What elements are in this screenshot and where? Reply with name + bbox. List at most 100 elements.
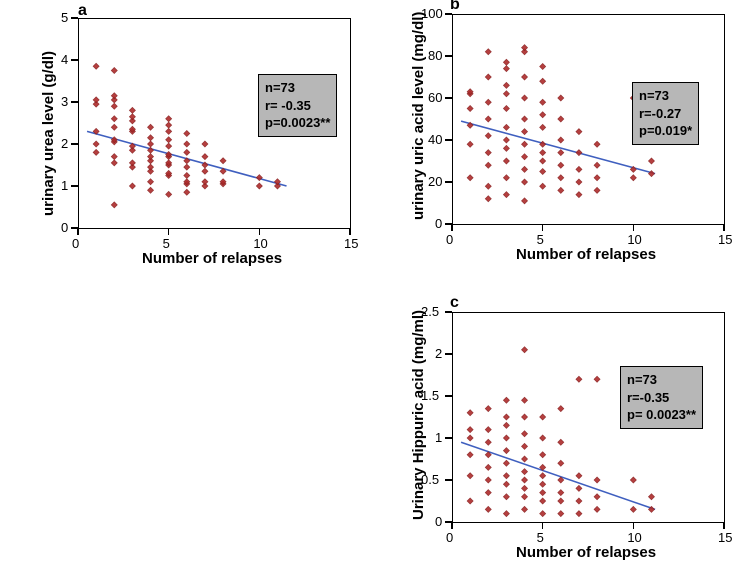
ytick-label: 40 (428, 132, 442, 147)
ytick-label: 20 (428, 174, 442, 189)
ytick-label: 1.5 (421, 388, 439, 403)
xtick (168, 228, 170, 235)
ytick-label: 1 (435, 430, 442, 445)
data-point (503, 435, 509, 441)
data-point (522, 477, 528, 483)
data-point (467, 452, 473, 458)
xtick-label: 0 (72, 236, 79, 251)
data-point (485, 477, 491, 483)
data-point (540, 498, 546, 504)
data-point (485, 490, 491, 496)
data-point (522, 397, 528, 403)
ytick (71, 227, 78, 229)
data-point (576, 473, 582, 479)
data-point (485, 506, 491, 512)
ytick-label: 1 (61, 178, 68, 193)
data-point (485, 464, 491, 470)
xtick-label: 10 (627, 530, 641, 545)
ytick (445, 311, 452, 313)
xlabel-c: Number of relapses (516, 544, 656, 561)
xtick (723, 224, 725, 231)
xtick-label: 10 (253, 236, 267, 251)
ytick (445, 13, 452, 15)
ytick (71, 101, 78, 103)
stats-line: r=-0.35 (627, 389, 696, 407)
ytick-label: 0 (435, 514, 442, 529)
ytick (445, 479, 452, 481)
data-point (576, 485, 582, 491)
ytick-label: 0 (61, 220, 68, 235)
ytick-label: 100 (421, 6, 443, 21)
xtick (259, 228, 261, 235)
ytick (71, 59, 78, 61)
data-point (630, 477, 636, 483)
ytick (445, 521, 452, 523)
data-point (522, 347, 528, 353)
data-point (540, 481, 546, 487)
data-point (558, 460, 564, 466)
ytick-label: 0 (435, 216, 442, 231)
data-point (540, 435, 546, 441)
xtick-label: 5 (537, 232, 544, 247)
ytick-label: 2.5 (421, 304, 439, 319)
ytick-label: 5 (61, 10, 68, 25)
data-point (467, 410, 473, 416)
data-point (485, 427, 491, 433)
data-point (630, 506, 636, 512)
data-point (540, 414, 546, 420)
ylabel-c: Urinary Hippuric acid (mg/ml) (410, 310, 427, 520)
data-point (503, 460, 509, 466)
ytick (445, 181, 452, 183)
data-point (485, 406, 491, 412)
ytick (71, 185, 78, 187)
data-point (522, 443, 528, 449)
xtick-label: 15 (718, 232, 732, 247)
data-point (503, 448, 509, 454)
figure: a urinary urea level (g/dl) Number of re… (0, 0, 750, 588)
data-point (558, 511, 564, 517)
xtick-label: 5 (537, 530, 544, 545)
ytick (445, 395, 452, 397)
ytick (445, 437, 452, 439)
ytick-label: 60 (428, 90, 442, 105)
xtick-label: 15 (344, 236, 358, 251)
xtick (349, 228, 351, 235)
xtick (542, 522, 544, 529)
data-point (467, 498, 473, 504)
stats-line: p= 0.0023** (627, 406, 696, 424)
xtick-label: 0 (446, 232, 453, 247)
data-point (503, 511, 509, 517)
data-point (522, 469, 528, 475)
data-point (467, 473, 473, 479)
ytick (445, 55, 452, 57)
xtick (723, 522, 725, 529)
ytick (445, 223, 452, 225)
xtick-label: 10 (627, 232, 641, 247)
data-point (594, 506, 600, 512)
xtick (451, 224, 453, 231)
xtick-label: 15 (718, 530, 732, 545)
data-point (540, 490, 546, 496)
xtick-label: 5 (163, 236, 170, 251)
data-point (576, 498, 582, 504)
data-point (522, 456, 528, 462)
data-point (485, 439, 491, 445)
data-point (558, 498, 564, 504)
ytick (445, 139, 452, 141)
xtick (451, 522, 453, 529)
data-point (594, 477, 600, 483)
data-point (576, 376, 582, 382)
ytick-label: 2 (61, 136, 68, 151)
data-point (522, 485, 528, 491)
stats-box-c: n=73r=-0.35p= 0.0023** (620, 366, 703, 429)
ytick (71, 17, 78, 19)
scatter-svg-c (0, 0, 750, 588)
data-point (467, 427, 473, 433)
data-point (594, 376, 600, 382)
data-point (558, 406, 564, 412)
ytick-label: 80 (428, 48, 442, 63)
data-point (594, 494, 600, 500)
ytick-label: 4 (61, 52, 68, 67)
data-point (540, 511, 546, 517)
data-point (503, 481, 509, 487)
